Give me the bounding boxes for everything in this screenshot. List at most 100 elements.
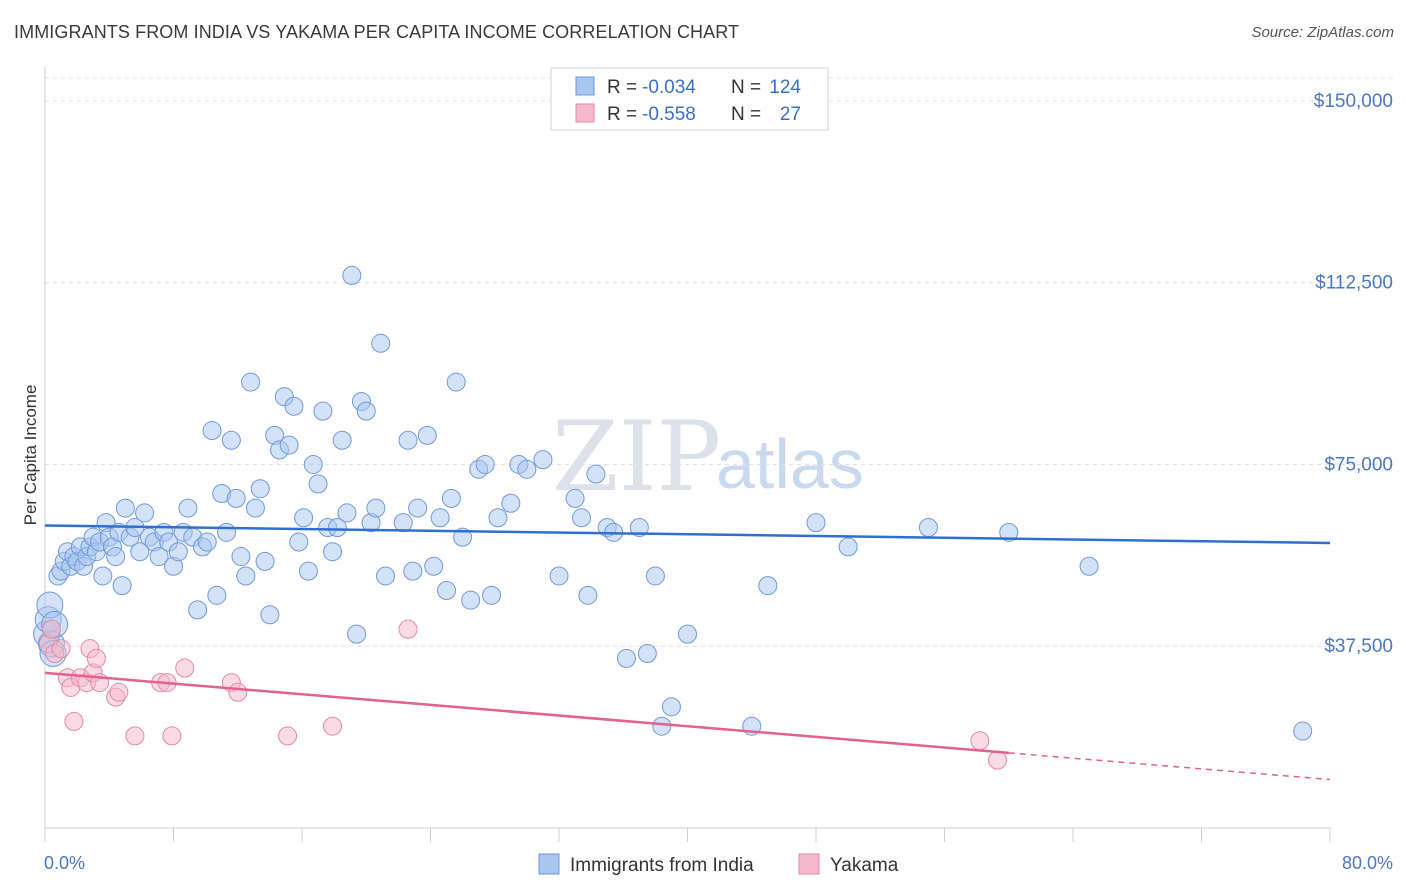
india-point (221, 430, 241, 450)
india-point (424, 556, 444, 576)
legend-swatch-yakama (575, 103, 595, 123)
bottom-legend-swatch-india (538, 853, 560, 875)
yakama-point (86, 648, 106, 668)
india-point (488, 508, 508, 528)
yakama-point (278, 726, 298, 746)
yakama-point (41, 619, 61, 639)
india-point (236, 566, 256, 586)
india-point (453, 527, 473, 547)
india-point (337, 503, 357, 523)
trend-line-india (44, 524, 1331, 545)
legend-r-label-india: R = (607, 77, 637, 98)
india-point (250, 479, 270, 499)
india-point (327, 517, 347, 537)
yakama-point (125, 726, 145, 746)
india-point (652, 716, 672, 736)
yakama-point (162, 726, 182, 746)
india-point (758, 576, 778, 596)
india-point (112, 576, 132, 596)
y-tick-label: $150,000 (1314, 91, 1393, 112)
yakama-point (323, 716, 343, 736)
india-point (408, 498, 428, 518)
india-point (446, 372, 466, 392)
yakama-point (970, 731, 990, 751)
yakama-point (109, 682, 129, 702)
india-point (332, 430, 352, 450)
legend-n-value-india: 124 (769, 77, 801, 98)
india-point (586, 464, 606, 484)
india-point (393, 513, 413, 533)
india-point (637, 644, 657, 664)
y-axis-label: Per Capita Income (21, 385, 40, 526)
trend-lines (44, 524, 1331, 781)
source-label: Source: ZipAtlas.com (1251, 24, 1394, 41)
bottom-legend-swatch-yakama (798, 853, 820, 875)
india-point (403, 561, 423, 581)
chart-title: IMMIGRANTS FROM INDIA VS YAKAMA PER CAPI… (14, 22, 740, 42)
yakama-point (228, 682, 248, 702)
legend-swatch-india (575, 76, 595, 96)
y-tick-labels: $37,500 $75,000 $112,500 $150,000 (1314, 91, 1393, 657)
y-tick-label: $75,000 (1324, 454, 1393, 475)
india-point (241, 372, 261, 392)
india-point (417, 425, 437, 445)
legend-n-label-yakama: N = (731, 104, 761, 125)
india-point (93, 566, 113, 586)
legend-r-value-india: -0.034 (642, 77, 696, 98)
india-point (482, 585, 502, 605)
india-point (255, 551, 275, 571)
india-point (106, 547, 126, 567)
india-point (168, 542, 188, 562)
india-point (616, 648, 636, 668)
series-yakama-points (38, 619, 1008, 770)
india-point (366, 498, 386, 518)
legend-frame (550, 67, 829, 131)
legend-n-value-yakama: 27 (780, 104, 801, 125)
india-point (806, 513, 826, 533)
y-tick-label: $37,500 (1324, 636, 1393, 657)
india-point (245, 498, 265, 518)
axes (44, 67, 1331, 842)
india-point (188, 600, 208, 620)
watermark: ZIP atlas (552, 401, 864, 513)
india-point (294, 508, 314, 528)
india-point (999, 522, 1019, 542)
x-tick-label-min: 0.0% (44, 853, 85, 873)
yakama-point (988, 750, 1008, 770)
yakama-point (51, 639, 71, 659)
india-point (303, 454, 323, 474)
india-point (629, 517, 649, 537)
india-point (298, 561, 318, 581)
india-point (645, 566, 665, 586)
trend-line-yakama (44, 671, 1009, 755)
india-point (356, 401, 376, 421)
india-point (323, 542, 343, 562)
yakama-point (398, 619, 418, 639)
india-point (661, 697, 681, 717)
india-point (517, 459, 537, 479)
bottom-legend-label-yakama: Yakama (830, 855, 899, 876)
india-point (217, 522, 237, 542)
india-point (441, 488, 461, 508)
india-point (678, 624, 697, 644)
india-point (342, 265, 362, 285)
india-point (533, 450, 553, 470)
india-point (231, 547, 251, 567)
india-point (260, 605, 280, 625)
india-point (197, 532, 217, 552)
legend-r-label-yakama: R = (607, 104, 637, 125)
india-point (226, 488, 246, 508)
bottom-legend: Immigrants from India Yakama (538, 853, 899, 876)
india-point (1293, 721, 1313, 741)
india-point (178, 498, 198, 518)
india-point (1079, 556, 1099, 576)
y-tick-label: $112,500 (1315, 273, 1393, 294)
legend-box: R = -0.034 N = 124 R = -0.558 N = 27 (550, 67, 829, 131)
india-point (115, 498, 135, 518)
india-point (437, 580, 457, 600)
india-point (578, 585, 598, 605)
india-point (313, 401, 333, 421)
india-point (207, 585, 227, 605)
india-point (398, 430, 418, 450)
